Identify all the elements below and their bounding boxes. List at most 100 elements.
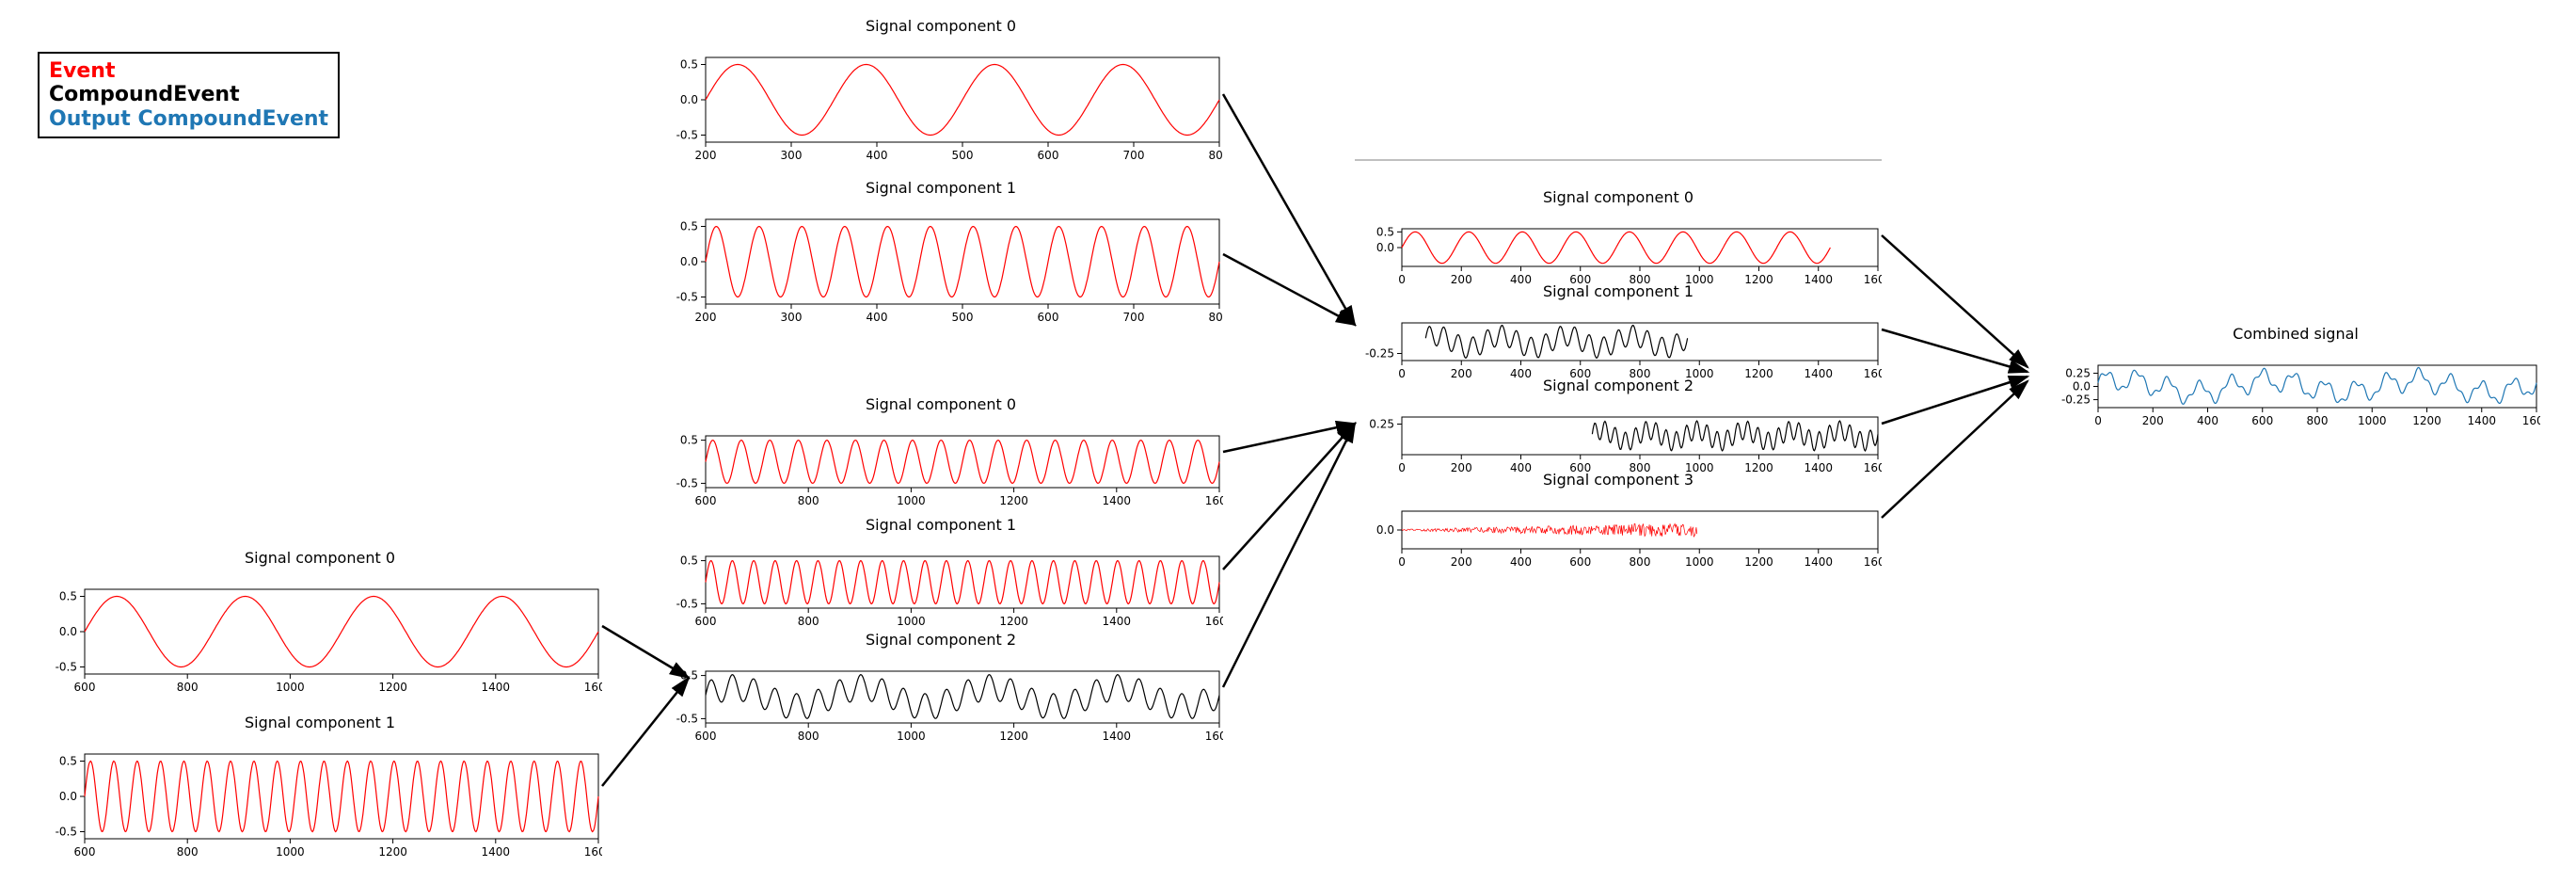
x-tick-label: 800 (798, 730, 819, 743)
chart-title: Signal component 0 (1355, 188, 1882, 206)
x-tick-label: 600 (1038, 311, 1059, 324)
chart-svg: 0.00.502004006008001000120014001600 (1355, 208, 1882, 289)
chart-title: Signal component 3 (1355, 471, 1882, 489)
x-tick-label: 200 (695, 149, 717, 162)
y-tick-label: -0.5 (56, 826, 77, 839)
x-tick-label: 1400 (2467, 414, 2496, 427)
x-tick-label: 1600 (1205, 494, 1223, 507)
legend-item: Event (49, 59, 328, 83)
y-tick-label: 0.5 (1376, 225, 1394, 238)
y-tick-label: 0.5 (680, 669, 698, 682)
x-tick-label: 200 (2142, 414, 2164, 427)
y-tick-label: 0.0 (680, 93, 698, 106)
chart-svg: -0.50.00.5200300400500600700800 (659, 199, 1223, 327)
y-tick-label: -0.5 (676, 597, 698, 610)
chart-svg: 0.002004006008001000120014001600 (1355, 490, 1882, 571)
x-tick-label: 1000 (897, 494, 926, 507)
x-tick-label: 400 (1510, 555, 1532, 569)
signal-line (2098, 368, 2536, 405)
chart-panel: Signal component 1-0.2502004006008001000… (1355, 282, 1882, 386)
x-tick-label: 600 (695, 730, 717, 743)
signal-line (1402, 523, 1697, 537)
x-tick-label: 600 (74, 681, 96, 694)
x-tick-label: 1400 (1103, 730, 1132, 743)
flow-arrow (1882, 329, 2027, 372)
y-tick-label: -0.5 (676, 712, 698, 725)
y-tick-label: 0.0 (59, 790, 77, 803)
x-tick-label: 1000 (897, 730, 926, 743)
signal-line (1402, 232, 1830, 263)
x-tick-label: 400 (867, 149, 888, 162)
chart-svg: -0.5 0.5 600 800 1000 1200 1400 1600 (659, 650, 1223, 746)
signal-line (706, 675, 1219, 719)
flow-arrow (1882, 235, 2027, 367)
x-tick-label: 600 (695, 615, 717, 628)
x-tick-label: 1400 (482, 845, 511, 859)
chart-title: Signal component 2 (1355, 377, 1882, 394)
x-tick-label: 1200 (1744, 555, 1773, 569)
chart-title: Signal component 1 (659, 179, 1223, 197)
x-tick-label: 600 (1569, 555, 1591, 569)
chart-svg: 0.2502004006008001000120014001600 (1355, 396, 1882, 477)
chart-svg: -0.50.00.56008001000120014001600 (38, 569, 602, 697)
y-tick-label: 0.25 (2065, 366, 2091, 379)
signal-line (706, 561, 1219, 604)
x-tick-label: 200 (1451, 555, 1472, 569)
x-tick-label: 800 (1209, 311, 1223, 324)
x-tick-label: 1600 (1864, 555, 1882, 569)
x-tick-label: 0 (2094, 414, 2102, 427)
x-tick-label: 400 (867, 311, 888, 324)
x-tick-label: 400 (2197, 414, 2218, 427)
x-tick-label: 1000 (2358, 414, 2387, 427)
chart-panel: Signal component 0 0.00.50200400600800100… (1355, 188, 1882, 292)
signal-line (706, 227, 1219, 297)
y-tick-label: 0.5 (680, 434, 698, 447)
flow-arrow (1223, 254, 1355, 325)
chart-panel: Signal component 1-0.50.5600800100012001… (659, 516, 1223, 634)
chart-svg: -0.50.56008001000120014001600 (659, 536, 1223, 631)
chart-panel: Combined signal-0.250.00.250200400600800… (2051, 325, 2540, 433)
chart-panel: Signal component 2 0.25020040060080010001… (1355, 377, 1882, 480)
x-tick-label: 300 (781, 311, 803, 324)
chart-svg: -0.50.00.5200300400500600700800 (659, 37, 1223, 165)
signal-line (85, 597, 598, 667)
chart-panel: Signal component 0-0.50.5600800100012001… (659, 395, 1223, 513)
chart-panel: Signal component 1-0.50.00.5200300400500… (659, 179, 1223, 329)
chart-title: Signal component 2 (659, 631, 1223, 649)
legend-item: Output CompoundEvent (49, 107, 328, 131)
x-tick-label: 600 (695, 494, 717, 507)
x-tick-label: 500 (952, 311, 974, 324)
x-tick-label: 1200 (378, 845, 407, 859)
x-tick-label: 1600 (2522, 414, 2540, 427)
x-tick-label: 1000 (276, 681, 305, 694)
flow-arrow (1223, 424, 1355, 570)
signal-line (1425, 326, 1687, 359)
x-tick-label: 0 (1398, 555, 1406, 569)
x-tick-label: 800 (798, 494, 819, 507)
x-tick-label: 1600 (584, 845, 602, 859)
chart-title: Signal component 1 (659, 516, 1223, 534)
x-tick-label: 600 (1038, 149, 1059, 162)
signal-line (706, 441, 1219, 484)
chart-title: Signal component 0 (38, 549, 602, 567)
x-tick-label: 800 (1209, 149, 1223, 162)
y-tick-label: 0.5 (680, 58, 698, 72)
x-tick-label: 800 (177, 681, 199, 694)
chart-svg: -0.2502004006008001000120014001600 (1355, 302, 1882, 383)
legend: EventCompoundEventOutput CompoundEvent (38, 52, 340, 138)
x-tick-label: 1200 (378, 681, 407, 694)
x-tick-label: 1200 (999, 615, 1028, 628)
chart-panel: Signal component 0-0.50.00.5600800100012… (38, 549, 602, 699)
x-tick-label: 300 (781, 149, 803, 162)
y-tick-label: 0.5 (680, 554, 698, 568)
flow-arrow (1223, 424, 1355, 452)
chart-svg: -0.50.00.56008001000120014001600 (38, 733, 602, 861)
x-tick-label: 1600 (1205, 730, 1223, 743)
x-tick-label: 800 (2307, 414, 2329, 427)
chart-svg: -0.250.00.250200400600800100012001400160… (2051, 345, 2540, 430)
x-tick-label: 1200 (999, 730, 1028, 743)
y-tick-label: 0.5 (59, 755, 77, 768)
x-tick-label: 600 (2251, 414, 2273, 427)
chart-panel: Signal component 0-0.50.00.5200300400500… (659, 17, 1223, 168)
legend-item: CompoundEvent (49, 83, 328, 106)
